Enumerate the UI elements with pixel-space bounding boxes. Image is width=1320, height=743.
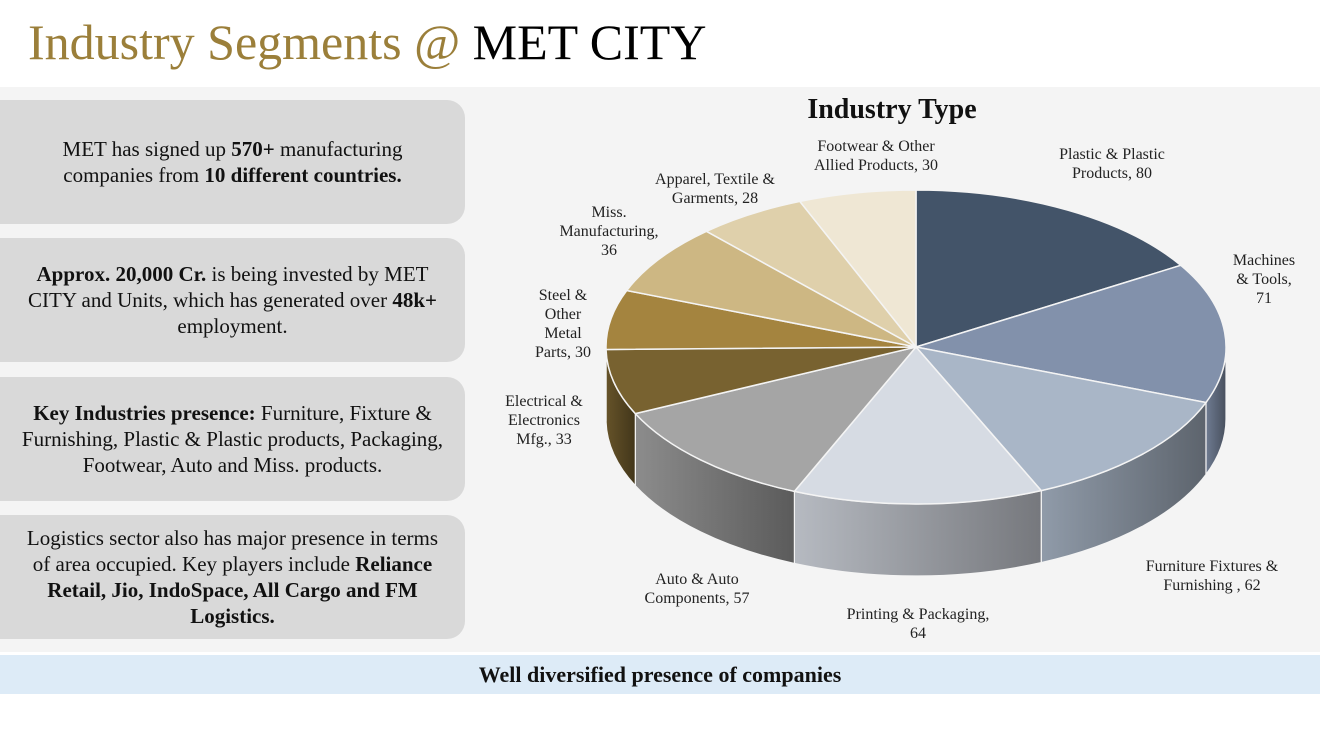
data-label-line: Printing & Packaging, (847, 606, 990, 623)
pie-slice (605, 346, 917, 415)
data-label: Machines & Tools, 71 (1233, 252, 1295, 307)
data-label-line: Manufacturing, (559, 223, 658, 240)
info-box-key-industries: Key Industries presence: Furniture, Fixt… (0, 377, 465, 501)
data-label: Auto & Auto Components, 57 (645, 571, 750, 607)
data-label-line: Products, 80 (1072, 165, 1152, 182)
info-text: MET has signed up 570+ manufacturing com… (18, 136, 447, 188)
data-label-line: Components, 57 (645, 590, 750, 607)
data-label-line: Footwear & Other (817, 138, 935, 155)
data-label-line: 71 (1256, 290, 1272, 307)
chart-title: Industry Type (807, 94, 976, 125)
highlight-text: Approx. 20,000 Cr. (36, 262, 207, 286)
body-text: manufacturing companies from (63, 137, 403, 187)
body-text: is being invested by MET CITY and Units,… (28, 262, 429, 312)
data-label-line: Garments, 28 (672, 190, 758, 207)
data-label-line: Allied Products, 30 (814, 157, 938, 174)
highlight-text: 570+ (231, 137, 275, 161)
data-label: Furniture Fixtures & Furnishing , 62 (1146, 558, 1279, 594)
data-label-line: Furnishing , 62 (1163, 577, 1260, 594)
pie-slice (605, 289, 917, 351)
data-label: Steel & Other Metal Parts, 30 (535, 287, 591, 361)
info-text: Approx. 20,000 Cr. is being invested by … (18, 261, 447, 339)
data-label-line: Electrical & (505, 393, 583, 410)
body-text: Furniture, Fixture & Furnishing, Plastic… (21, 401, 444, 477)
data-label-line: Steel & (539, 287, 588, 304)
highlight-text: 48k+ (392, 288, 437, 312)
info-box-investment: Approx. 20,000 Cr. is being invested by … (0, 238, 465, 362)
highlight-text: Reliance Retail, Jio, IndoSpace, All Car… (47, 552, 433, 628)
data-label: Footwear & Other Allied Products, 30 (814, 138, 938, 174)
pie-slice (915, 264, 1227, 404)
pie-slice (625, 230, 917, 348)
body-text: MET has signed up (62, 137, 232, 161)
data-label-line: Other (545, 306, 582, 323)
data-label: Printing & Packaging, 64 (847, 606, 990, 642)
data-label-line: Furniture Fixtures & (1146, 558, 1279, 575)
title-part2: MET CITY (472, 14, 707, 70)
data-label-line: Mfg., 33 (516, 431, 572, 448)
info-text: Key Industries presence: Furniture, Fixt… (18, 400, 447, 478)
data-label-line: Metal (544, 325, 582, 342)
data-label-line: Plastic & Plastic (1059, 146, 1165, 163)
data-label-line: 64 (910, 625, 926, 642)
pie-slice (793, 345, 1043, 505)
data-label-line: Parts, 30 (535, 344, 591, 361)
data-label: Plastic & Plastic Products, 80 (1059, 146, 1165, 182)
pie-slice (915, 189, 1183, 349)
pie-slice (798, 189, 917, 350)
data-label-line: Electronics (508, 412, 580, 429)
highlight-text: 10 different countries. (204, 163, 402, 187)
pie-slice (633, 345, 919, 493)
info-box-companies: MET has signed up 570+ manufacturing com… (0, 100, 465, 224)
page-title: Industry Segments @ MET CITY (28, 10, 706, 74)
data-label-line: & Tools, (1236, 271, 1291, 288)
highlight-text: Key Industries presence: (33, 401, 256, 425)
pie-slice (914, 345, 1208, 492)
data-label: Miss. Manufacturing, 36 (559, 204, 658, 259)
info-text: Logistics sector also has major presence… (18, 525, 447, 629)
body-text: Logistics sector also has major presence… (26, 526, 439, 576)
info-box-logistics: Logistics sector also has major presence… (0, 515, 465, 639)
data-label-line: Auto & Auto (655, 571, 739, 588)
summary-banner: Well diversified presence of companies (0, 655, 1320, 694)
data-label-line: Machines (1233, 252, 1295, 269)
data-label-line: 36 (601, 242, 617, 259)
data-label: Electrical & Electronics Mfg., 33 (505, 393, 583, 448)
data-label: Apparel, Textile & Garments, 28 (655, 171, 775, 207)
data-label-line: Miss. (591, 204, 626, 221)
data-label-line: Apparel, Textile & (655, 171, 775, 188)
body-text: employment. (177, 314, 288, 338)
title-part1: Industry Segments @ (28, 14, 473, 70)
